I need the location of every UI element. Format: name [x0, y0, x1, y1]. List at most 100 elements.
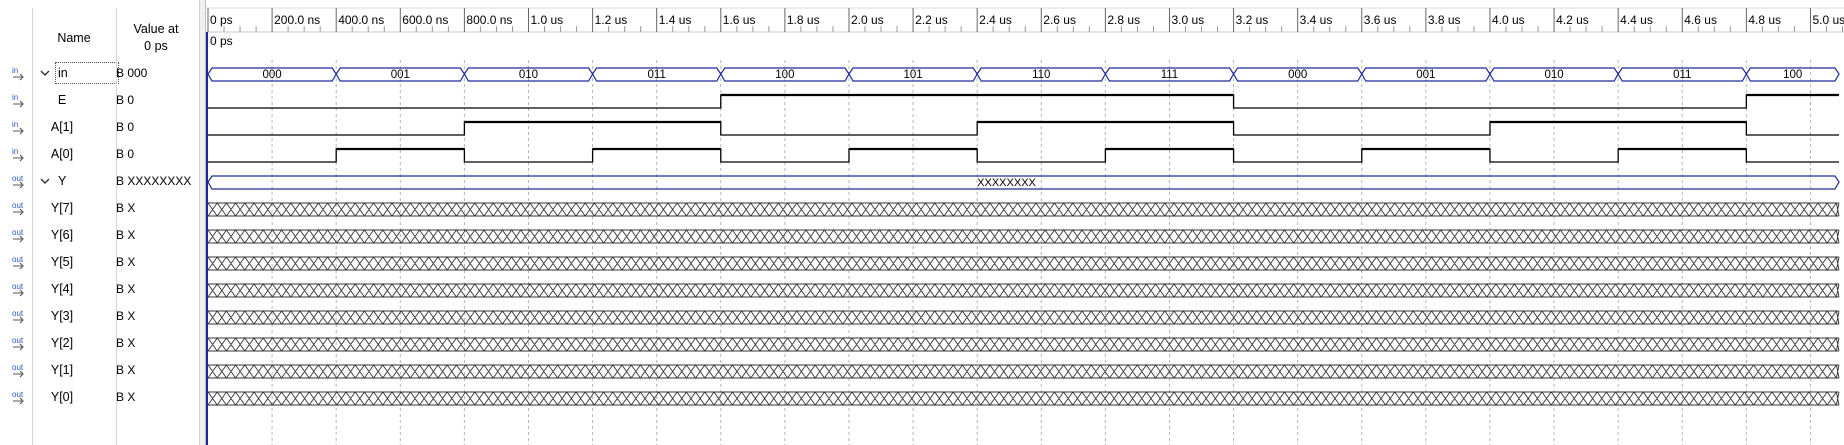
bus-segment-label: 010: [519, 69, 538, 81]
signal-row[interactable]: in E B 0: [8, 87, 199, 114]
bus-segment-label: 011: [1673, 69, 1691, 81]
signal-value: B X: [116, 363, 136, 377]
signal-row[interactable]: out Y[5] B X: [8, 249, 199, 276]
chevron-down-icon[interactable]: [38, 66, 52, 80]
input-port-icon: in: [12, 120, 28, 135]
input-port-icon: in: [12, 147, 28, 162]
waveform-area[interactable]: 0 ps 200.0 ns 400.0 ns 600.0 ns 800.0 ns 1.0 …: [206, 0, 1844, 445]
svg-text:in: in: [12, 120, 18, 129]
signal-row[interactable]: in A[0] B 0: [8, 141, 199, 168]
bus-segment-label: XXXXXXXX: [977, 177, 1036, 189]
timeline-tick-label: 4.2 us: [1556, 13, 1589, 27]
bus-segment: [207, 175, 1840, 190]
bus-segment-label: 011: [648, 69, 666, 81]
column-divider[interactable]: [32, 8, 33, 445]
panel-splitter[interactable]: [199, 0, 206, 445]
signal-row[interactable]: out Y[4] B X: [8, 276, 199, 303]
svg-text:out: out: [12, 282, 24, 291]
output-port-icon: out: [12, 309, 28, 324]
timeline-tick-label: 4.8 us: [1748, 13, 1781, 27]
svg-text:in: in: [12, 147, 18, 156]
timeline-tick-label: 1.4 us: [659, 13, 692, 27]
timeline-tick-label: 4.6 us: [1684, 13, 1717, 27]
input-port-icon: in: [12, 66, 28, 81]
output-port-icon: out: [12, 282, 28, 297]
timeline-tick-label: 3.6 us: [1364, 13, 1397, 27]
signal-value: B 0: [116, 147, 135, 161]
bus-segment-label: 000: [263, 69, 282, 81]
signal-value: B X: [116, 390, 136, 404]
signal-list-panel: Name Value at 0 ps in in B 000 in E B 0 in A[1]…: [0, 0, 199, 445]
signal-name: A[1]: [50, 120, 74, 134]
signal-row[interactable]: out Y[6] B X: [8, 222, 199, 249]
bit-waveform: [208, 94, 1839, 109]
timeline-tick-label: 2.8 us: [1107, 13, 1140, 27]
value-header-label: Value at: [133, 22, 179, 36]
signal-row[interactable]: in A[1] B 0: [8, 114, 199, 141]
signal-row[interactable]: in in B 000: [8, 60, 199, 87]
unknown-value-waveform: [207, 391, 1840, 406]
timeline-tick-label: 200.0 ns: [274, 13, 320, 27]
unknown-value-waveform: [207, 283, 1840, 298]
unknown-value-waveform: [207, 337, 1840, 352]
output-port-icon: out: [12, 228, 28, 243]
output-port-icon: out: [12, 363, 28, 378]
selection-focus-box: [55, 62, 119, 84]
timeline-tick-label: 0 ps: [210, 13, 233, 27]
bus-segment-label: 001: [1416, 69, 1435, 81]
signal-value: B X: [116, 336, 136, 350]
svg-text:out: out: [12, 174, 24, 183]
name-column-header[interactable]: Name: [32, 9, 116, 67]
svg-text:in: in: [12, 93, 18, 102]
output-port-icon: out: [12, 336, 28, 351]
bus-segment-label: 001: [391, 69, 410, 81]
name-header-label: Name: [57, 31, 91, 45]
bus-segment: [1745, 67, 1840, 82]
cursor-time-label: 0 ps: [210, 34, 233, 48]
timeline-tick-label: 800.0 ns: [466, 13, 512, 27]
signal-row[interactable]: out Y[2] B X: [8, 330, 199, 357]
signal-name: Y[5]: [50, 255, 74, 269]
timeline-tick-label: 4.0 us: [1492, 13, 1525, 27]
signal-value: B X: [116, 282, 136, 296]
signal-name: Y[1]: [50, 363, 74, 377]
timeline-tick-label: 1.2 us: [595, 13, 628, 27]
bus-segment-label: 101: [903, 69, 922, 81]
bus-segment-label: 110: [1032, 69, 1050, 81]
svg-text:out: out: [12, 363, 24, 372]
output-port-icon: out: [12, 201, 28, 216]
timeline-tick-label: 4.4 us: [1620, 13, 1653, 27]
signal-name: A[0]: [50, 147, 74, 161]
svg-text:out: out: [12, 390, 24, 399]
timeline-tick-label: 5.0 us: [1812, 13, 1844, 27]
svg-text:in: in: [12, 66, 18, 75]
bus-segment-label: 000: [1288, 69, 1307, 81]
timeline-tick-label: 2.2 us: [915, 13, 948, 27]
signal-value: B X: [116, 255, 136, 269]
svg-text:out: out: [12, 309, 24, 318]
value-column-header[interactable]: Value at 0 ps: [116, 9, 196, 67]
chevron-down-icon[interactable]: [38, 174, 52, 188]
output-port-icon: out: [12, 174, 28, 189]
timeline-tick-label: 3.4 us: [1300, 13, 1333, 27]
signal-row[interactable]: out Y[7] B X: [8, 195, 199, 222]
bus-segment-label: 111: [1161, 69, 1178, 81]
signal-value: B X: [116, 201, 136, 215]
timeline-tick-label: 2.0 us: [851, 13, 884, 27]
signal-name: E: [57, 93, 67, 107]
timeline-tick-label: 400.0 ns: [338, 13, 384, 27]
svg-text:out: out: [12, 255, 24, 264]
bus-segment-label: 100: [775, 69, 794, 81]
unknown-value-waveform: [207, 229, 1840, 244]
unknown-value-waveform: [207, 310, 1840, 325]
signal-row[interactable]: out Y B XXXXXXXX: [8, 168, 199, 195]
column-divider[interactable]: [116, 8, 117, 445]
signal-name: Y[6]: [50, 228, 74, 242]
signal-row[interactable]: out Y[3] B X: [8, 303, 199, 330]
waveform-canvas[interactable]: 0 ps 200.0 ns 400.0 ns 600.0 ns 800.0 ns 1.0 …: [206, 0, 1844, 445]
bit-waveform: [208, 121, 1839, 136]
timeline-tick-label: 1.0 us: [530, 13, 563, 27]
signal-row[interactable]: out Y[0] B X: [8, 384, 199, 411]
signal-row[interactable]: out Y[1] B X: [8, 357, 199, 384]
